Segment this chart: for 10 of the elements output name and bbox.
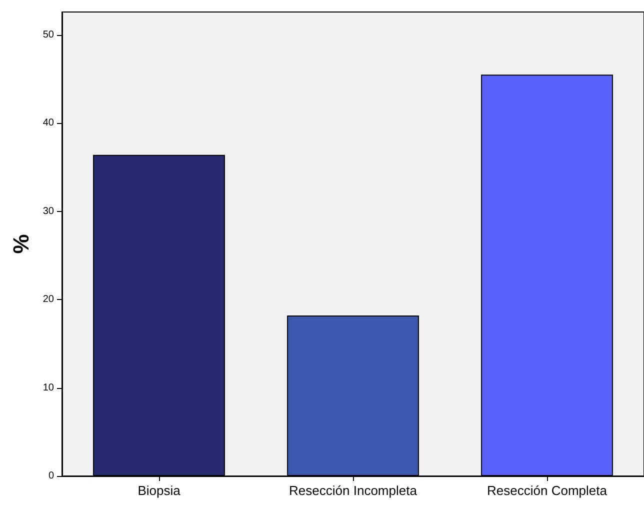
y-tick-label: 10 <box>42 382 54 394</box>
y-tick-label: 50 <box>42 29 54 40</box>
x-tick-label: Biopsia <box>138 483 182 498</box>
y-tick-label: 0 <box>48 470 54 482</box>
y-tick-label: 30 <box>42 206 54 217</box>
x-tick-label: Resección Completa <box>487 483 608 498</box>
y-axis-title: % <box>8 234 34 254</box>
x-tick-label: Resección Incompleta <box>289 483 418 498</box>
y-tick-label: 20 <box>42 294 54 306</box>
y-tick-label: 40 <box>42 118 54 129</box>
